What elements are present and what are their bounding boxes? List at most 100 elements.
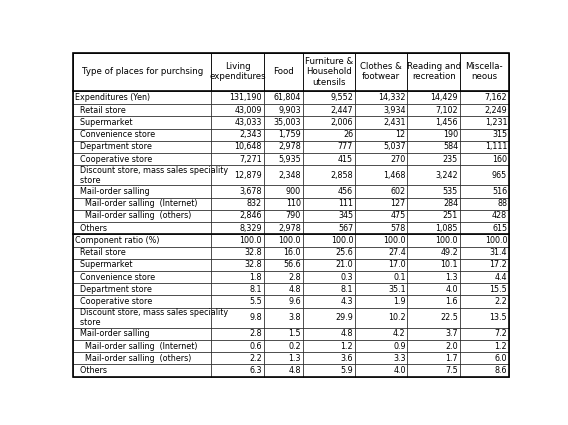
Bar <box>355 340 407 352</box>
Bar <box>460 210 509 222</box>
Bar <box>355 308 407 328</box>
Text: 4.8: 4.8 <box>341 329 353 338</box>
Bar <box>264 328 303 340</box>
Bar <box>355 246 407 259</box>
Bar <box>211 210 264 222</box>
Bar <box>355 141 407 153</box>
Text: 3,242: 3,242 <box>436 171 458 180</box>
Text: 12: 12 <box>395 130 406 139</box>
Bar <box>460 153 509 165</box>
Text: 315: 315 <box>492 130 507 139</box>
Text: Mail-order salling: Mail-order salling <box>75 329 149 338</box>
Text: Food: Food <box>273 67 294 76</box>
Bar <box>211 246 264 259</box>
Bar <box>73 364 211 377</box>
Bar <box>303 308 355 328</box>
Text: 1.3: 1.3 <box>289 354 301 363</box>
Bar <box>211 271 264 283</box>
Bar <box>355 295 407 308</box>
Text: 1,085: 1,085 <box>436 224 458 232</box>
Bar <box>460 271 509 283</box>
Text: 14,429: 14,429 <box>431 93 458 102</box>
Bar <box>460 283 509 295</box>
Text: Supermarket: Supermarket <box>75 118 132 127</box>
Text: Department store: Department store <box>75 142 152 151</box>
Bar <box>303 340 355 352</box>
Bar <box>303 364 355 377</box>
Text: 5.5: 5.5 <box>249 297 262 306</box>
Bar <box>73 53 211 91</box>
Text: 7,271: 7,271 <box>239 155 262 164</box>
Text: 777: 777 <box>338 142 353 151</box>
Text: Mail-order salling: Mail-order salling <box>75 187 149 196</box>
Bar <box>460 352 509 364</box>
Bar <box>73 295 211 308</box>
Bar <box>303 129 355 141</box>
Bar <box>407 259 460 271</box>
Text: 0.9: 0.9 <box>393 342 406 351</box>
Bar <box>73 234 211 246</box>
Bar <box>264 340 303 352</box>
Bar <box>264 185 303 198</box>
Bar <box>355 234 407 246</box>
Text: Component ratio (%): Component ratio (%) <box>75 236 160 245</box>
Bar <box>73 129 211 141</box>
Bar <box>460 198 509 210</box>
Bar <box>303 165 355 185</box>
Bar <box>211 129 264 141</box>
Bar <box>407 104 460 116</box>
Bar <box>211 340 264 352</box>
Bar <box>407 141 460 153</box>
Text: 22.5: 22.5 <box>440 313 458 322</box>
Bar <box>211 153 264 165</box>
Bar <box>303 198 355 210</box>
Bar <box>460 234 509 246</box>
Bar <box>303 104 355 116</box>
Text: 251: 251 <box>443 211 458 221</box>
Text: 16.0: 16.0 <box>283 248 301 257</box>
Bar <box>407 283 460 295</box>
Bar <box>303 91 355 104</box>
Text: 2,249: 2,249 <box>485 106 507 115</box>
Text: Expenditures (Yen): Expenditures (Yen) <box>75 93 150 102</box>
Text: 4.3: 4.3 <box>341 297 353 306</box>
Text: 567: 567 <box>338 224 353 232</box>
Bar <box>211 308 264 328</box>
Bar <box>303 234 355 246</box>
Text: 160: 160 <box>492 155 507 164</box>
Bar <box>407 116 460 129</box>
Bar <box>211 295 264 308</box>
Bar <box>460 165 509 185</box>
Text: 31.4: 31.4 <box>490 248 507 257</box>
Text: 2,858: 2,858 <box>331 171 353 180</box>
Bar <box>73 91 211 104</box>
Bar <box>303 295 355 308</box>
Bar <box>407 308 460 328</box>
Bar <box>73 116 211 129</box>
Text: 6.0: 6.0 <box>495 354 507 363</box>
Bar <box>460 129 509 141</box>
Bar <box>73 222 211 234</box>
Bar <box>73 185 211 198</box>
Text: 10.2: 10.2 <box>388 313 406 322</box>
Text: 1,231: 1,231 <box>485 118 507 127</box>
Bar <box>355 153 407 165</box>
Text: 4.0: 4.0 <box>393 366 406 375</box>
Bar <box>264 153 303 165</box>
Text: 8.1: 8.1 <box>341 285 353 294</box>
Text: 3.8: 3.8 <box>289 313 301 322</box>
Text: 832: 832 <box>247 199 262 208</box>
Bar <box>264 308 303 328</box>
Text: 9.6: 9.6 <box>288 297 301 306</box>
Bar <box>355 198 407 210</box>
Text: 56.6: 56.6 <box>283 261 301 269</box>
Text: 345: 345 <box>338 211 353 221</box>
Bar <box>355 53 407 91</box>
Bar <box>460 91 509 104</box>
Bar <box>460 295 509 308</box>
Bar <box>264 283 303 295</box>
Bar <box>264 91 303 104</box>
Bar <box>211 185 264 198</box>
Bar <box>407 210 460 222</box>
Text: 127: 127 <box>390 199 406 208</box>
